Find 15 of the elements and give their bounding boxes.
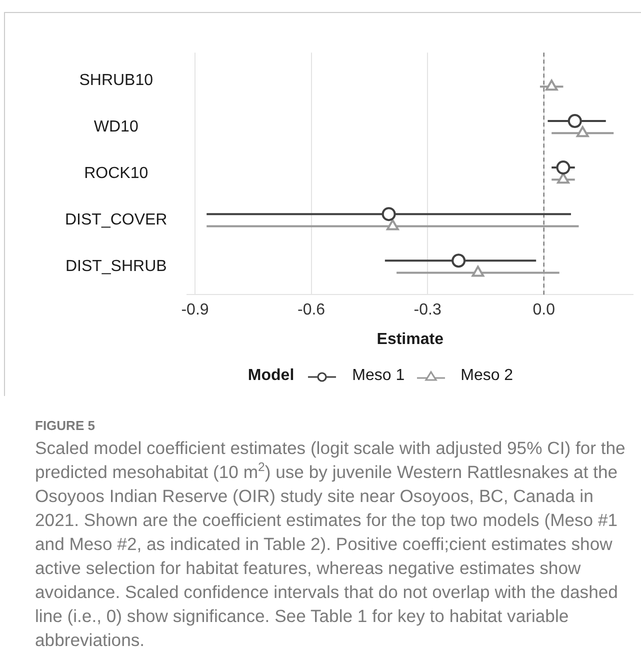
x-tick-label: -0.3 bbox=[414, 302, 442, 319]
y-tick-label: DIST_COVER bbox=[64, 212, 168, 229]
y-tick-label: ROCK10 bbox=[84, 165, 148, 182]
y-tick-label: DIST_SHRUB bbox=[65, 258, 167, 276]
x-axis-title: Estimate bbox=[376, 330, 444, 348]
y-tick-label: SHRUB10 bbox=[79, 72, 154, 89]
x-tick-label: 0.0 bbox=[532, 302, 556, 319]
x-tick-label: -0.9 bbox=[181, 302, 209, 319]
legend-title: Model bbox=[248, 367, 294, 385]
y-tick-label: WD10 bbox=[94, 118, 138, 136]
legend-label: Meso 1 bbox=[352, 367, 405, 385]
x-tick-label: -0.6 bbox=[297, 302, 326, 319]
caption: FIGURE 5 bbox=[35, 417, 96, 435]
text: Scaled model coefficient estimates (logit scale with adjusted 95% CI) for the predicted mesohabitat (10 m$^{2}$) use by juvenile Western Rattlesnakes at the Osoyoos Indian Reserve (OIR) study site near Osoyoos, BC, Canada in 2021. Shown are the coefficient estimates for the top two models (Meso #1 and Meso #2, as indicated in Table 2). Positive coeffi;cient estimates show active selection for habitat features, whereas negative estimates show avoidance. Scaled confidence intervals that do not overlap with the dashed line (i.e., 0) show significance. See Table 1 for key to habitat variable abbreviations. bbox=[35, 438, 626, 650]
legend-label: Meso 2 bbox=[460, 367, 514, 385]
